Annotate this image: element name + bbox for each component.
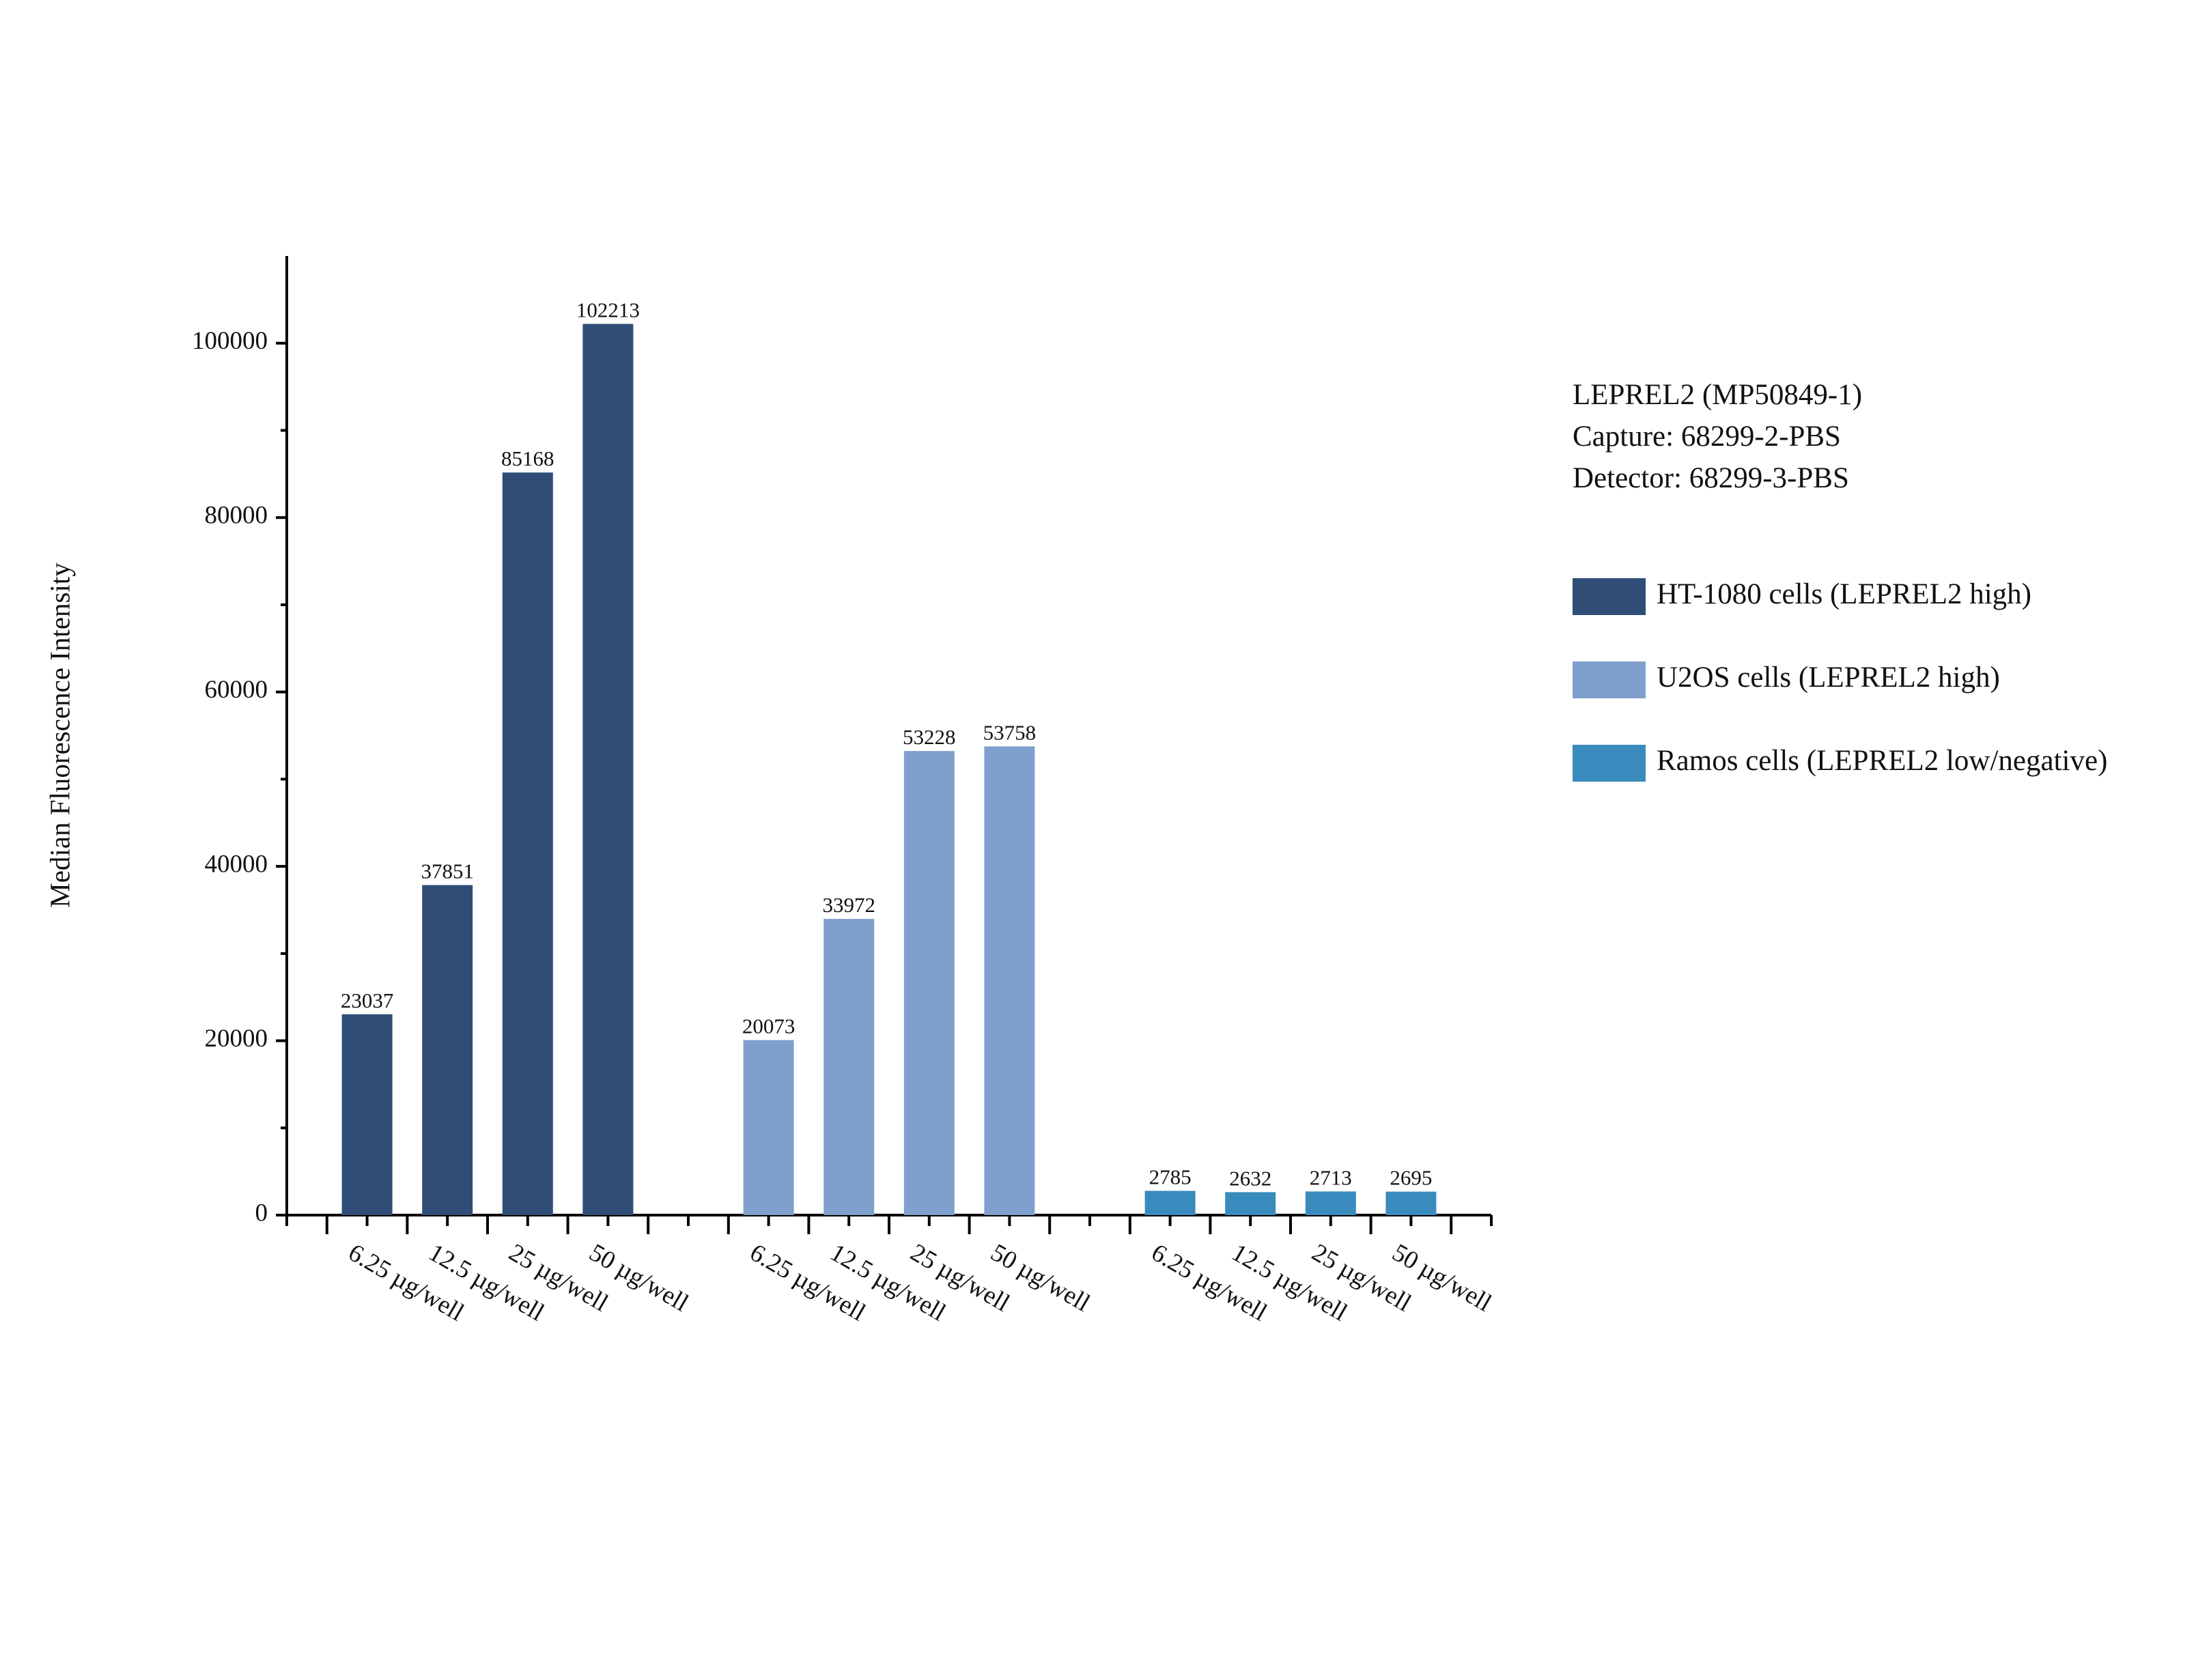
bar <box>502 472 553 1215</box>
data-label: 37851 <box>421 859 474 883</box>
data-label: 2632 <box>1229 1166 1271 1190</box>
data-label: 85168 <box>501 446 554 470</box>
legend-label: HT-1080 cells (LEPREL2 high) <box>1657 578 2031 610</box>
annotation: Detector: 68299-3-PBS <box>1573 462 1849 494</box>
legend-swatch <box>1573 745 1646 782</box>
y-tick-label: 60000 <box>205 676 268 704</box>
bar <box>1385 1191 1437 1215</box>
bar <box>824 919 875 1215</box>
bar <box>582 324 634 1216</box>
bar <box>984 746 1035 1215</box>
bar <box>743 1040 794 1215</box>
data-label: 2695 <box>1390 1166 1432 1190</box>
legend-swatch <box>1573 578 1646 615</box>
bar <box>422 885 473 1215</box>
y-tick-label: 20000 <box>205 1025 268 1053</box>
y-tick-label: 0 <box>255 1199 268 1227</box>
annotation: Capture: 68299-2-PBS <box>1573 421 1841 453</box>
y-tick-label: 80000 <box>205 502 268 530</box>
bar <box>1305 1191 1356 1215</box>
data-label: 102213 <box>576 298 640 322</box>
bar <box>1144 1191 1196 1215</box>
data-label: 2713 <box>1310 1165 1352 1189</box>
data-label: 2785 <box>1149 1165 1192 1188</box>
annotation: LEPREL2 (MP50849-1) <box>1573 379 1862 411</box>
y-tick-label: 40000 <box>205 851 268 879</box>
bar <box>1225 1192 1276 1215</box>
legend-swatch <box>1573 661 1646 698</box>
data-label: 53228 <box>903 725 956 749</box>
legend-label: Ramos cells (LEPREL2 low/negative) <box>1657 745 2107 777</box>
data-label: 53758 <box>983 720 1037 744</box>
legend-label: U2OS cells (LEPREL2 high) <box>1657 661 2000 694</box>
bar <box>903 751 955 1215</box>
data-label: 20073 <box>742 1014 796 1038</box>
y-tick-label: 100000 <box>192 327 268 355</box>
y-axis-label: Median Fluorescence Intensity <box>44 563 75 908</box>
data-label: 23037 <box>341 988 394 1012</box>
bar <box>341 1014 393 1215</box>
data-label: 33972 <box>822 893 875 917</box>
